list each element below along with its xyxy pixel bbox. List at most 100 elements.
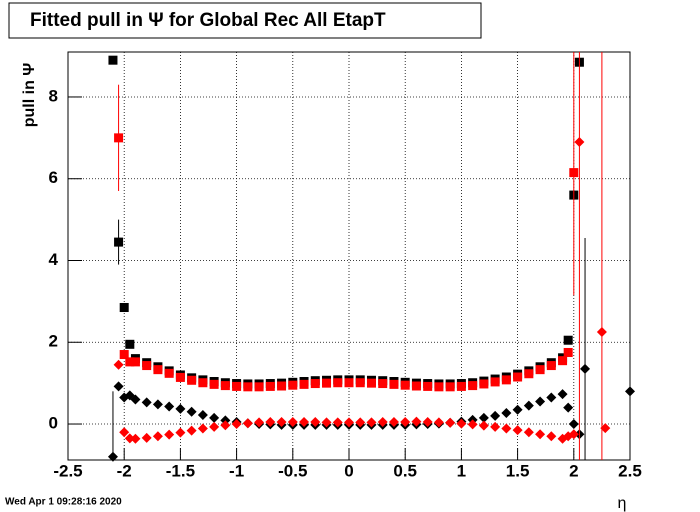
diamond-marker: [209, 421, 220, 432]
diamond-marker: [411, 416, 422, 427]
diamond-marker: [310, 416, 321, 427]
diamond-marker: [625, 386, 635, 397]
y-tick-label: 6: [49, 168, 58, 187]
diamond-marker: [299, 416, 310, 427]
x-tick-label: -0.5: [278, 461, 307, 480]
square-marker: [175, 372, 185, 382]
diamond-marker: [321, 417, 332, 428]
y-tick-label: 4: [49, 250, 59, 269]
diamond-marker: [355, 417, 366, 428]
diamond-marker: [186, 406, 197, 417]
square-marker: [265, 381, 275, 391]
square-marker: [513, 372, 523, 382]
square-marker: [209, 379, 219, 389]
diamond-marker: [113, 381, 124, 392]
diamond-marker: [276, 416, 287, 427]
diamond-marker: [113, 359, 124, 370]
square-marker: [310, 379, 320, 389]
x-tick-label: 1.5: [506, 461, 530, 480]
diamond-marker: [344, 417, 354, 428]
diamond-marker: [568, 429, 579, 440]
square-marker: [243, 382, 253, 392]
square-marker: [563, 347, 573, 357]
square-marker: [254, 382, 264, 392]
title-box: [8, 2, 482, 39]
square-marker: [456, 381, 466, 391]
diamond-marker: [265, 416, 276, 427]
diamond-marker: [231, 419, 242, 430]
square-marker: [389, 379, 399, 389]
diamond-marker: [388, 416, 399, 427]
diamond-marker: [557, 389, 568, 400]
diamond-marker: [490, 410, 501, 421]
diamond-marker: [141, 397, 152, 408]
diamond-marker: [512, 425, 523, 436]
square-marker: [322, 378, 332, 388]
diamond-marker: [175, 403, 186, 414]
diamond-marker: [596, 327, 607, 338]
y-tick-label: 0: [49, 414, 58, 433]
square-marker: [299, 379, 309, 389]
square-marker: [366, 378, 376, 388]
square-marker: [164, 368, 174, 378]
diamond-marker: [119, 427, 130, 438]
square-marker: [108, 55, 118, 65]
chart-title: Fitted pull in Ψ for Global Rec All Etap…: [30, 10, 386, 31]
diamond-marker: [377, 416, 388, 427]
square-marker: [468, 381, 478, 391]
diamond-marker: [445, 417, 456, 428]
diamond-marker: [535, 429, 546, 440]
diamond-marker: [433, 417, 444, 428]
diamond-marker: [568, 419, 579, 430]
square-marker: [277, 381, 287, 391]
diamond-marker: [467, 419, 478, 430]
y-tick-label: 8: [49, 86, 58, 105]
timestamp: Wed Apr 1 09:28:16 2020: [5, 497, 122, 508]
y-axis-label: pull in Ψ: [21, 63, 38, 128]
square-marker: [546, 361, 556, 371]
diamond-marker: [164, 429, 175, 440]
square-marker: [355, 378, 365, 388]
diamond-marker: [366, 417, 377, 428]
square-marker: [288, 380, 298, 390]
diamond-marker: [197, 410, 208, 421]
diamond-marker: [287, 416, 298, 427]
diamond-marker: [175, 427, 186, 438]
square-marker: [142, 361, 152, 371]
square-marker: [490, 377, 500, 387]
diamond-marker: [478, 412, 489, 423]
diamond-marker: [197, 423, 208, 434]
x-axis-label: η: [618, 495, 627, 512]
diamond-marker: [209, 412, 220, 423]
square-marker: [434, 382, 444, 392]
diamond-marker: [152, 431, 163, 442]
square-marker: [563, 335, 573, 345]
x-tick-label: 2.5: [618, 461, 642, 480]
square-marker: [232, 381, 242, 391]
x-tick-label: -1.5: [166, 461, 195, 480]
diamond-marker: [130, 433, 141, 444]
diamond-marker: [254, 417, 265, 428]
diamond-marker: [512, 404, 523, 415]
square-marker: [423, 381, 433, 391]
diamond-marker: [332, 417, 343, 428]
square-marker: [569, 168, 579, 178]
x-tick-label: 0: [344, 461, 353, 480]
square-marker: [333, 378, 343, 388]
diamond-marker: [600, 423, 611, 434]
square-marker: [378, 379, 388, 389]
square-marker: [114, 237, 124, 247]
plot-area: -2.5 -2 -1.5 -1 -0.5 0 0.5 1 1.5 2 2.5 0 2 4 6 8: [49, 51, 642, 480]
square-marker: [119, 350, 129, 360]
x-tick-label: -1: [229, 461, 244, 480]
square-marker: [535, 365, 545, 375]
square-marker: [479, 379, 489, 389]
square-marker: [114, 133, 124, 143]
diamond-marker: [563, 402, 574, 413]
diamond-marker: [152, 399, 163, 410]
square-marker: [198, 378, 208, 388]
diamond-marker: [124, 433, 135, 444]
square-marker: [558, 356, 568, 366]
diamond-marker: [107, 451, 118, 462]
x-tick-label: 0.5: [393, 461, 417, 480]
